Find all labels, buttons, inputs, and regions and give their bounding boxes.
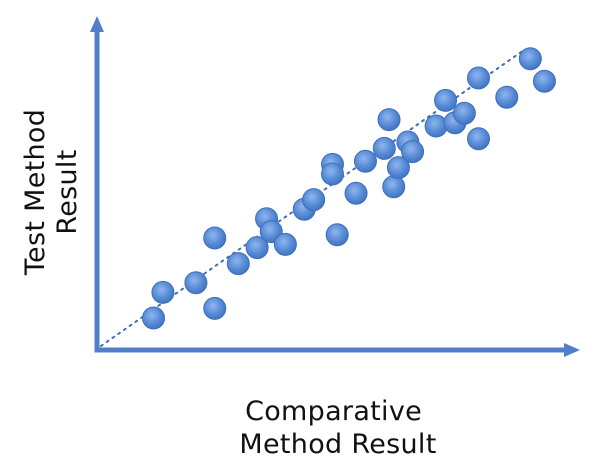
data-point [245, 236, 269, 260]
data-point [273, 232, 297, 256]
data-point [382, 175, 406, 199]
y-axis-title-line-1: Test Method [20, 109, 51, 276]
data-point [226, 252, 250, 276]
data-point [203, 296, 227, 320]
data-point [353, 149, 377, 173]
data-point [142, 306, 166, 330]
data-points [142, 47, 556, 330]
x-axis-title-line-1: Comparative [245, 396, 422, 427]
data-point [424, 114, 448, 138]
x-axis-arrowhead [564, 343, 580, 357]
x-axis-title: Comparative Method Result [239, 396, 436, 460]
data-point [518, 47, 542, 71]
x-axis [94, 343, 580, 357]
data-point [401, 140, 425, 164]
data-point [184, 271, 208, 295]
data-point [386, 156, 410, 180]
y-axis [90, 16, 104, 353]
data-point [325, 223, 349, 247]
data-point [151, 280, 175, 304]
data-point [344, 181, 368, 205]
data-point [434, 88, 458, 112]
x-axis-title-line-2: Method Result [239, 429, 436, 460]
data-point [377, 108, 401, 132]
y-axis-title-line-2: Result [52, 149, 83, 234]
data-point [302, 188, 326, 212]
y-axis-title: Test Method [20, 109, 51, 276]
data-point [321, 162, 344, 186]
data-point [467, 127, 491, 151]
y-axis-arrowhead [90, 16, 104, 32]
data-point [372, 136, 396, 160]
data-point [495, 85, 519, 109]
y-axis-title-2: Result [52, 149, 83, 234]
data-point [467, 66, 491, 90]
data-point [203, 226, 227, 250]
data-point [532, 69, 556, 93]
data-point [452, 101, 476, 125]
